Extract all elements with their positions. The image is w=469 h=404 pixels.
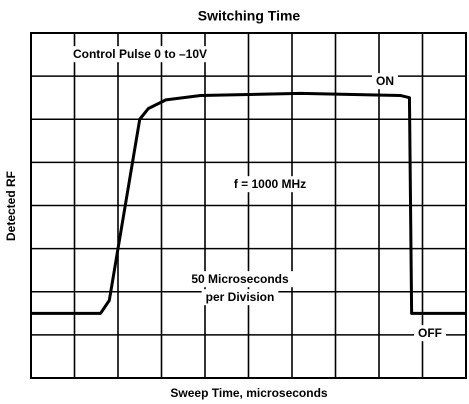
y-axis-label: Detected RF (4, 171, 18, 241)
data-line (31, 91, 466, 315)
plot-frame (30, 32, 467, 379)
annotation: per Division (206, 290, 275, 304)
annotation-background (68, 46, 212, 63)
chart-title: Switching Time (198, 8, 301, 24)
annotation-background (414, 325, 446, 342)
annotation: ON (376, 74, 394, 88)
annotation: f = 1000 MHz (234, 177, 306, 191)
x-axis-label: Sweep Time, microseconds (170, 386, 327, 400)
annotation: 50 Microseconds (191, 272, 289, 286)
annotation-background (201, 289, 279, 306)
annotation: Control Pulse 0 to –10V (73, 47, 207, 61)
annotation: OFF (418, 326, 442, 340)
annotation-background (187, 271, 294, 288)
annotation-background (229, 176, 311, 193)
annotation-background (372, 73, 398, 90)
